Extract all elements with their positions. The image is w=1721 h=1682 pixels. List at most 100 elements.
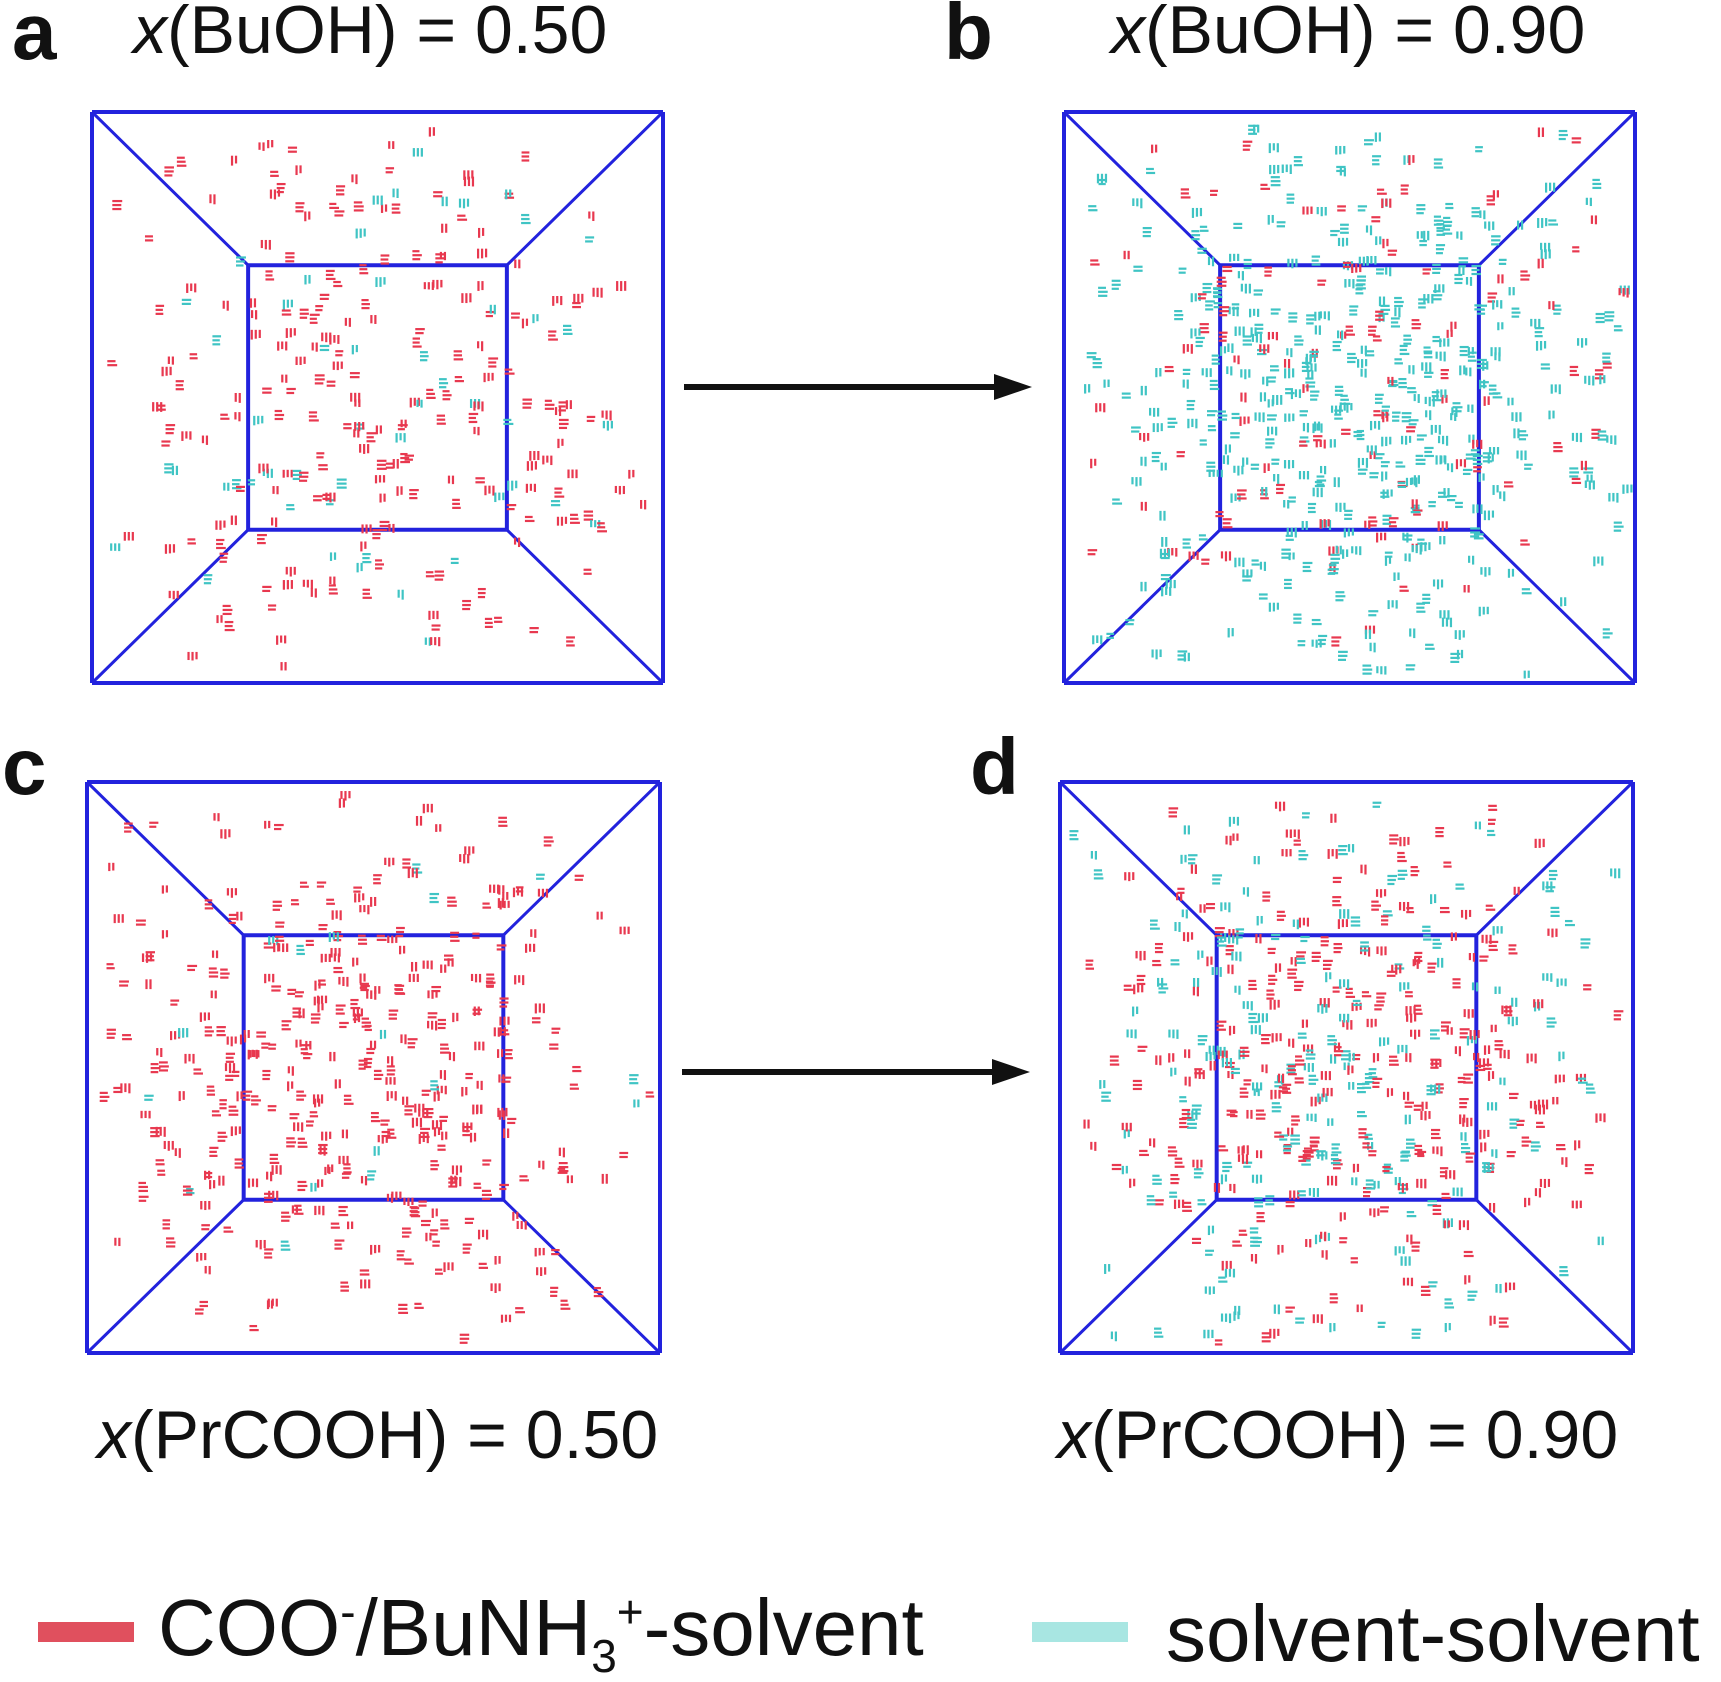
solvent-solvent-bond (1344, 528, 1354, 537)
solute-solvent-bond (427, 990, 437, 998)
solvent-solvent-bond (439, 378, 448, 388)
solute-solvent-bond (1333, 877, 1342, 883)
solute-solvent-bond (292, 1007, 302, 1017)
solute-solvent-bond (1302, 1020, 1308, 1028)
solute-solvent-bond (1139, 1150, 1149, 1156)
solvent-solvent-bond (1230, 432, 1240, 438)
solute-solvent-bond (1223, 518, 1233, 528)
solute-solvent-bond (209, 194, 215, 204)
solute-solvent-bond (529, 627, 538, 633)
solute-solvent-bond (119, 980, 129, 986)
solute-solvent-bond (360, 1269, 370, 1275)
solute-solvent-bond (554, 488, 564, 498)
solute-solvent-bond (1294, 981, 1304, 991)
solvent-solvent-bond (1286, 535, 1294, 541)
solute-solvent-bond (1137, 975, 1146, 985)
solute-solvent-bond (293, 1122, 303, 1131)
solute-solvent-bond (538, 889, 548, 898)
solvent-solvent-bond (1199, 534, 1208, 540)
solvent-solvent-bond (1398, 378, 1407, 388)
solvent-solvent-bond (1599, 375, 1605, 384)
solvent-solvent-bond (1161, 574, 1171, 580)
solute-solvent-bond (1277, 911, 1286, 921)
solute-solvent-bond (452, 499, 461, 509)
solute-solvent-bond (1398, 1183, 1408, 1193)
solute-solvent-bond (317, 1179, 323, 1187)
solute-solvent-bond (1480, 1142, 1486, 1152)
solvent-solvent-bond (380, 1030, 386, 1039)
solvent-solvent-bond (1365, 630, 1371, 639)
solute-solvent-bond (616, 281, 626, 291)
solute-solvent-bond (290, 1113, 300, 1119)
solute-solvent-bond (370, 1245, 380, 1255)
solvent-solvent-bond (1294, 335, 1303, 345)
solute-solvent-bond (145, 979, 151, 989)
solvent-solvent-bond (1351, 1177, 1357, 1185)
solute-solvent-bond (542, 456, 552, 465)
solvent-solvent-bond (1606, 435, 1616, 444)
solute-solvent-bond (149, 822, 158, 828)
solute-solvent-bond (526, 484, 536, 493)
solute-solvent-bond (1415, 1145, 1425, 1155)
caption-c: x(PrCOOH) = 0.50 (97, 1401, 658, 1469)
solute-solvent-bond (187, 538, 195, 544)
solute-solvent-bond (370, 315, 376, 324)
solvent-solvent-bond (1335, 503, 1345, 512)
solvent-solvent-bond (1269, 165, 1279, 174)
solute-solvent-bond (452, 1165, 462, 1175)
solute-solvent-bond (474, 1183, 482, 1189)
solvent-solvent-bond (356, 229, 366, 239)
solute-solvent-bond (1456, 459, 1466, 469)
solute-solvent-bond (1520, 270, 1530, 280)
solute-solvent-bond (1405, 1102, 1414, 1108)
solvent-solvent-bond (286, 504, 294, 510)
solvent-solvent-bond (551, 500, 560, 506)
solute-solvent-bond (380, 1120, 389, 1126)
solute-solvent-bond (1572, 137, 1582, 143)
solute-solvent-bond (385, 1077, 395, 1085)
solute-solvent-bond (489, 885, 499, 894)
solvent-solvent-bond (1101, 1092, 1111, 1102)
solvent-solvent-bond (1375, 236, 1381, 245)
solvent-solvent-bond (1357, 275, 1366, 281)
solute-solvent-bond (1458, 1077, 1466, 1083)
solute-solvent-bond (1461, 910, 1471, 919)
solvent-solvent-bond (1369, 1068, 1378, 1078)
solvent-solvent-bond (1438, 436, 1448, 446)
solute-solvent-bond (268, 604, 276, 610)
solvent-solvent-bond (1454, 274, 1462, 284)
solvent-solvent-bond (1196, 337, 1205, 347)
solvent-solvent-bond (1306, 363, 1316, 371)
solvent-solvent-bond (1243, 1001, 1253, 1010)
solvent-solvent-bond (1424, 372, 1433, 378)
solvent-solvent-bond (1318, 635, 1327, 645)
solute-solvent-bond (1264, 266, 1272, 276)
solute-solvent-bond (1275, 802, 1285, 812)
solvent-solvent-bond (1327, 1118, 1333, 1126)
solute-solvent-bond (522, 319, 528, 329)
solute-solvent-bond (270, 1154, 280, 1164)
solvent-solvent-bond (1586, 198, 1592, 206)
solute-solvent-bond (1192, 1238, 1201, 1244)
diagonal-edge-br (507, 530, 663, 683)
solute-solvent-bond (219, 1099, 227, 1109)
solute-solvent-bond (1217, 1021, 1227, 1031)
solute-solvent-bond (507, 1118, 516, 1124)
solute-solvent-bond (1251, 1254, 1257, 1264)
solvent-solvent-bond (1425, 644, 1435, 650)
solute-solvent-bond (229, 1106, 239, 1116)
solvent-solvent-bond (1586, 1083, 1596, 1093)
solvent-solvent-bond (1385, 267, 1391, 276)
solvent-solvent-bond (1208, 1226, 1214, 1235)
solvent-solvent-bond (1381, 437, 1391, 447)
solute-solvent-bond (1351, 264, 1361, 273)
solute-solvent-bond (544, 836, 554, 846)
solute-solvent-bond (271, 985, 281, 991)
solvent-solvent-bond (1198, 1199, 1207, 1205)
solvent-solvent-bond (1405, 1115, 1411, 1125)
solvent-solvent-bond (1383, 515, 1392, 525)
solute-solvent-bond (287, 1081, 293, 1091)
solvent-solvent-bond (1302, 812, 1310, 818)
solute-solvent-bond (1433, 1205, 1442, 1215)
solute-solvent-bond (1206, 903, 1215, 909)
